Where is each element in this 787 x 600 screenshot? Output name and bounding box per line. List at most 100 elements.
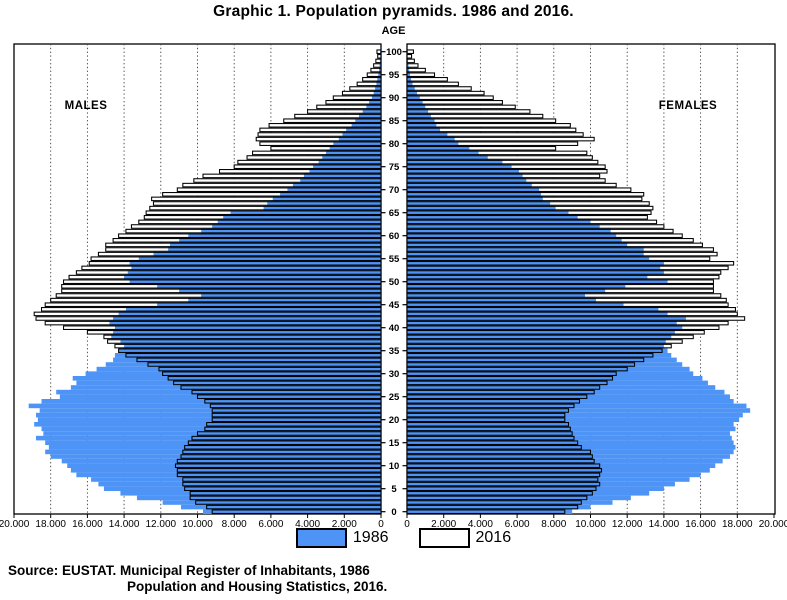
age-tick-label: 25 bbox=[389, 392, 400, 403]
bar-1986-males-age-62 bbox=[212, 224, 381, 229]
bar-1986-males-age-96 bbox=[378, 67, 381, 73]
bar-2016-males-age-81 bbox=[255, 136, 382, 142]
bar-1986-females-age-9 bbox=[407, 468, 710, 473]
bar-2016-males-age-58 bbox=[105, 242, 382, 248]
bar-1986-females-age-63 bbox=[407, 219, 591, 225]
bar-1986-females-age-45 bbox=[407, 302, 624, 307]
bar-2016-males-age-57 bbox=[105, 247, 382, 252]
bar-1986-females-age-33 bbox=[407, 357, 677, 363]
bar-1986-females-age-44 bbox=[407, 307, 659, 312]
x-axis-tick-label: 4.000 bbox=[468, 519, 493, 530]
bar-2016-females-age-43 bbox=[406, 311, 738, 317]
x-axis-tick-label: 10.000 bbox=[575, 519, 606, 530]
bar-1986-males-age-67 bbox=[267, 201, 381, 206]
bar-2016-fill-females-age-77 bbox=[407, 155, 593, 160]
bar-1986-males-age-47 bbox=[201, 293, 381, 298]
bar-2016-fill-females-age-79 bbox=[407, 146, 556, 151]
x-axis-tick-label: 10.000 bbox=[182, 519, 213, 530]
bar-1986-females-age-85 bbox=[407, 118, 435, 123]
bar-2016-males-age-76 bbox=[237, 159, 382, 165]
x-axis-tick-label: 12.000 bbox=[146, 519, 177, 530]
bar-2016-females-age-78 bbox=[406, 150, 588, 156]
bar-1986-males-age-92 bbox=[375, 86, 381, 91]
bar-2016-fill-males-age-99 bbox=[377, 54, 381, 59]
age-tick-label: 90 bbox=[389, 93, 400, 104]
bar-1986-females-age-39 bbox=[407, 330, 675, 335]
bar-1986-females-age-47 bbox=[407, 293, 585, 298]
bar-2016-females-age-79 bbox=[406, 146, 557, 151]
bar-2016-males-age-29 bbox=[167, 376, 382, 381]
x-axis-tick-label: 20.000 bbox=[759, 519, 787, 530]
bar-1986-females-age-30 bbox=[407, 371, 694, 376]
bar-1986-females-age-31 bbox=[407, 366, 690, 372]
age-tick-label: 10 bbox=[389, 461, 400, 472]
bar-1986-females-age-80 bbox=[407, 141, 459, 146]
bar-1986-females-age-83 bbox=[407, 127, 441, 133]
bar-2016-males-age-92 bbox=[349, 86, 382, 91]
bar-1986-males-age-13 bbox=[45, 449, 381, 455]
age-tick-label: 50 bbox=[389, 277, 400, 288]
bar-2016-fill-males-age-69 bbox=[162, 192, 381, 197]
bar-2016-females-age-84 bbox=[406, 123, 571, 128]
bar-1986-males-age-41 bbox=[109, 320, 382, 326]
bar-1986-females-age-57 bbox=[407, 247, 644, 252]
bar-1986-males-age-60 bbox=[188, 233, 381, 238]
bar-1986-females-age-22 bbox=[407, 408, 751, 413]
bar-2016-males-age-6 bbox=[182, 481, 382, 487]
bar-1986-females-age-7 bbox=[407, 477, 690, 482]
bar-2016-fill-males-age-74 bbox=[219, 169, 381, 174]
bar-1986-females-age-95 bbox=[407, 72, 410, 77]
bar-2016-females-age-2 bbox=[406, 500, 582, 505]
bar-2016-fill-males-age-97 bbox=[373, 63, 381, 68]
bar-1986-females-age-64 bbox=[407, 215, 578, 220]
bar-1986-females-age-32 bbox=[407, 362, 683, 367]
bar-1986-females-age-37 bbox=[407, 339, 666, 344]
bar-2016-males-age-52 bbox=[75, 270, 382, 275]
bar-1986-females-age-53 bbox=[407, 265, 661, 271]
bar-2016-males-age-62 bbox=[130, 224, 382, 229]
bar-2016-fill-males-age-94 bbox=[362, 77, 381, 82]
bar-1986-females-age-6 bbox=[407, 481, 675, 487]
bar-2016-males-age-88 bbox=[316, 104, 382, 110]
bar-2016-fill-males-age-86 bbox=[294, 114, 381, 118]
bar-1986-males-age-12 bbox=[50, 454, 381, 459]
bar-2016-males-age-46 bbox=[50, 297, 382, 303]
bar-1986-males-age-45 bbox=[157, 302, 381, 307]
bar-1986-females-age-62 bbox=[407, 224, 600, 229]
x-axis-tick-label: 2.000 bbox=[431, 519, 456, 530]
bar-1986-females-age-70 bbox=[407, 187, 540, 192]
age-tick-label: 30 bbox=[389, 369, 400, 380]
bar-1986-females-age-23 bbox=[407, 403, 747, 409]
bar-2016-males-age-64 bbox=[143, 215, 382, 220]
bar-1986-females-age-43 bbox=[407, 311, 668, 317]
bar-2016-males-age-72 bbox=[193, 178, 382, 183]
bar-2016-females-age-11 bbox=[406, 458, 595, 464]
bar-1986-males-age-84 bbox=[351, 123, 381, 128]
bar-2016-fill-males-age-73 bbox=[203, 174, 381, 178]
bar-2016-males-age-77 bbox=[246, 155, 382, 160]
females-label: FEMALES bbox=[658, 100, 718, 112]
bar-2016-females-age-44 bbox=[406, 307, 736, 312]
bar-1986-females-age-24 bbox=[407, 399, 734, 404]
bar-1986-males-age-11 bbox=[61, 458, 382, 464]
bar-2016-males-age-12 bbox=[180, 454, 382, 459]
bar-1986-females-age-20 bbox=[407, 417, 740, 422]
bar-1986-females-age-14 bbox=[407, 445, 736, 450]
bar-2016-males-age-54 bbox=[88, 261, 382, 266]
bar-1986-males-age-25 bbox=[59, 394, 381, 399]
bar-2016-females-age-82 bbox=[406, 132, 584, 137]
bar-2016-fill-males-age-72 bbox=[193, 178, 381, 183]
bar-2016-females-age-54 bbox=[406, 261, 735, 266]
bar-2016-fill-males-age-84 bbox=[269, 123, 381, 128]
bar-1986-males-age-91 bbox=[373, 90, 381, 96]
x-axis-tick-label: 8.000 bbox=[222, 519, 247, 530]
bar-2016-males-age-42 bbox=[35, 316, 382, 321]
bar-2016-females-age-88 bbox=[406, 104, 516, 110]
bar-1986-females-age-71 bbox=[407, 182, 532, 188]
x-axis-tick-label: 8.000 bbox=[541, 519, 566, 530]
bar-1986-males-age-79 bbox=[329, 146, 381, 151]
bar-1986-females-age-78 bbox=[407, 150, 479, 156]
bar-2016-females-age-66 bbox=[406, 205, 654, 211]
bar-2016-females-age-31 bbox=[406, 366, 628, 372]
